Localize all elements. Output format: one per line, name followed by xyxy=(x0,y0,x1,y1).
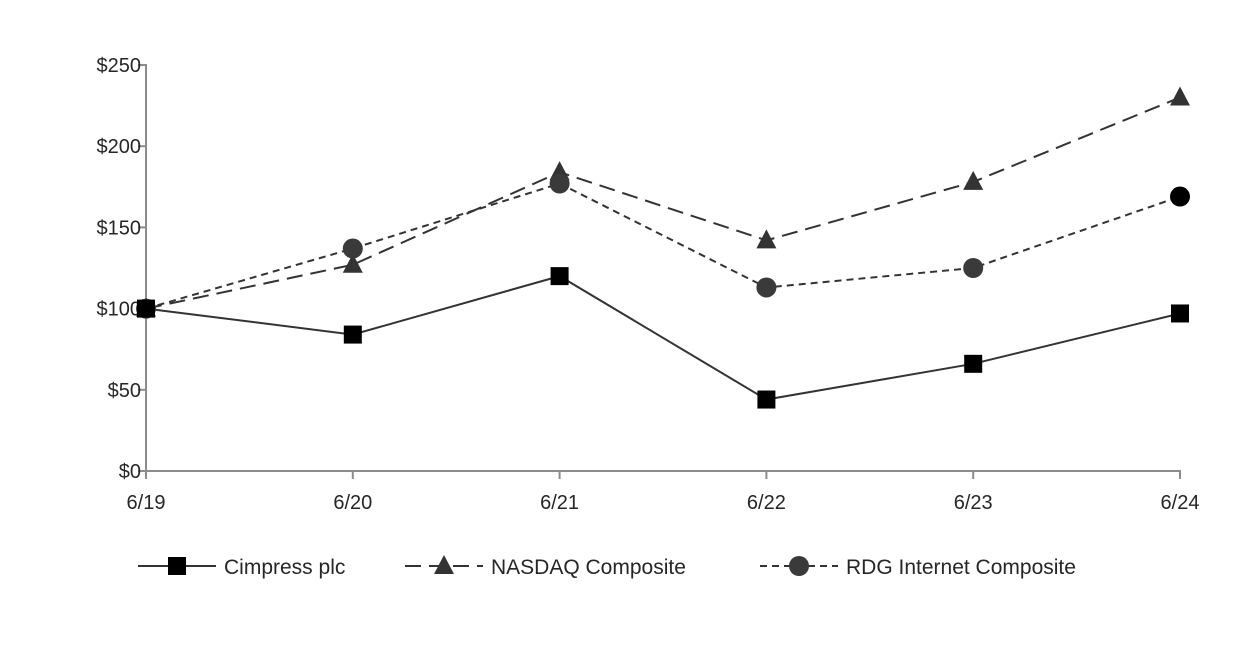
x-tick-label: 6/20 xyxy=(333,492,372,514)
data-point-nasdaq-composite xyxy=(1170,86,1190,106)
legend: Cimpress plc NASDAQ Composite RDG Internet… xyxy=(138,555,1076,579)
data-point-cimpress-plc xyxy=(343,325,362,344)
data-point-rdg-internet-composite xyxy=(963,258,984,278)
x-tick-label: 6/19 xyxy=(127,492,166,514)
legend-label: RDG Internet Composite xyxy=(846,556,1076,579)
data-point-rdg-internet-composite xyxy=(1170,186,1190,207)
x-tick-label: 6/24 xyxy=(1161,492,1200,514)
legend-circle-icon xyxy=(789,556,809,576)
data-point-nasdaq-composite xyxy=(756,229,777,249)
x-tick-label: 6/22 xyxy=(747,492,786,514)
x-tick-label: 6/23 xyxy=(954,492,993,514)
y-tick-label: $250 xyxy=(97,55,142,77)
series-line-nasdaq-composite xyxy=(145,96,1181,310)
data-point-nasdaq-composite xyxy=(342,253,363,273)
series-line-cimpress-plc xyxy=(145,275,1181,401)
legend-label: NASDAQ Composite xyxy=(491,556,686,579)
data-point-nasdaq-composite xyxy=(963,170,984,190)
series-lines xyxy=(145,96,1181,401)
data-point-cimpress-plc xyxy=(550,267,569,286)
series-line-rdg-internet-composite xyxy=(145,182,1181,310)
y-tick-label: $200 xyxy=(97,136,142,158)
legend-label: Cimpress plc xyxy=(224,556,345,579)
data-point-rdg-internet-composite xyxy=(549,173,570,194)
data-point-rdg-internet-composite xyxy=(756,277,777,298)
y-tick-label: $100 xyxy=(97,299,142,321)
legend-item-cimpress-plc: Cimpress plc xyxy=(138,556,345,579)
y-tick-label: $50 xyxy=(108,380,141,402)
data-point-rdg-internet-composite xyxy=(342,238,363,259)
data-point-cimpress-plc xyxy=(964,354,983,373)
legend-square-icon xyxy=(168,557,186,575)
legend-item-rdg-internet-composite: RDG Internet Composite xyxy=(760,556,1076,579)
legend-triangle-icon xyxy=(434,555,454,574)
y-tick-label: $0 xyxy=(119,461,141,483)
axes: $0 $50 $100 $150 $200 $250 6/19 6/20 6/21 6/22 6/2… xyxy=(97,55,1200,514)
data-point-cimpress-plc xyxy=(137,299,155,318)
x-tick-label: 6/21 xyxy=(540,492,579,514)
data-point-cimpress-plc xyxy=(757,390,776,409)
series-markers xyxy=(136,86,1190,409)
legend-item-nasdaq-composite: NASDAQ Composite xyxy=(405,555,686,579)
data-point-cimpress-plc xyxy=(1171,304,1189,323)
y-tick-label: $150 xyxy=(97,217,142,239)
